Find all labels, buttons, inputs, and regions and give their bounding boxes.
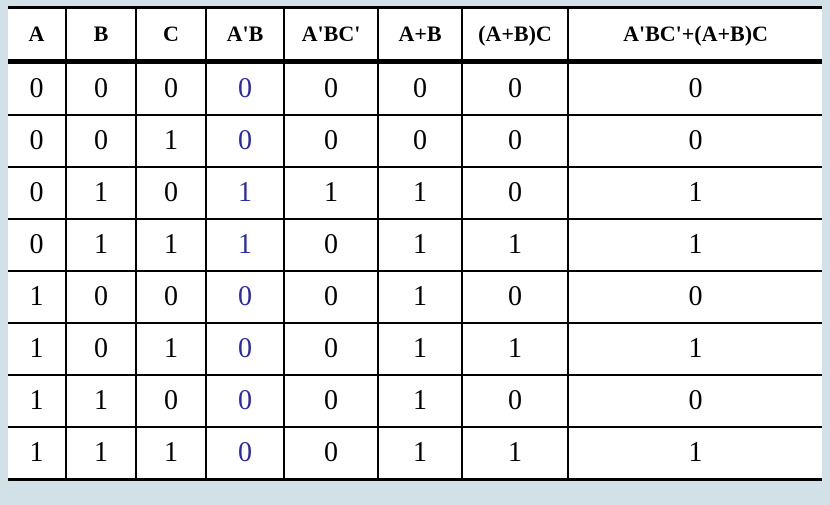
page-wrap: ABCA'BA'BC'A+B(A+B)CA'BC'+(A+B)C 0000000… <box>0 0 830 505</box>
table-cell: 1 <box>8 427 66 480</box>
table-cell: 0 <box>136 62 206 116</box>
table-cell: 0 <box>206 271 284 323</box>
table-cell: 0 <box>66 323 136 375</box>
table-cell: 0 <box>378 62 462 116</box>
table-cell: 1 <box>378 271 462 323</box>
table-cell: 1 <box>378 427 462 480</box>
table-cell: 1 <box>206 219 284 271</box>
table-cell: 0 <box>462 375 568 427</box>
table-cell: 0 <box>462 271 568 323</box>
table-cell: 0 <box>8 219 66 271</box>
table-cell: 1 <box>378 219 462 271</box>
table-cell: 0 <box>462 167 568 219</box>
table-cell: 0 <box>568 271 822 323</box>
table-row: 11000100 <box>8 375 822 427</box>
table-cell: 1 <box>378 323 462 375</box>
table-cell: 0 <box>8 167 66 219</box>
column-header: (A+B)C <box>462 8 568 62</box>
table-row: 01011101 <box>8 167 822 219</box>
table-cell: 1 <box>136 427 206 480</box>
table-cell: 1 <box>568 427 822 480</box>
table-cell: 0 <box>462 115 568 167</box>
table-row: 00000000 <box>8 62 822 116</box>
table-cell: 1 <box>66 427 136 480</box>
table-cell: 0 <box>378 115 462 167</box>
table-cell: 0 <box>66 62 136 116</box>
table-cell: 0 <box>568 375 822 427</box>
column-header: A <box>8 8 66 62</box>
table-cell: 1 <box>462 323 568 375</box>
table-cell: 0 <box>136 375 206 427</box>
table-cell: 1 <box>8 323 66 375</box>
table-cell: 0 <box>284 375 378 427</box>
table-header-row: ABCA'BA'BC'A+B(A+B)CA'BC'+(A+B)C <box>8 8 822 62</box>
table-row: 01110111 <box>8 219 822 271</box>
column-header: A+B <box>378 8 462 62</box>
table-cell: 1 <box>378 375 462 427</box>
table-cell: 0 <box>284 323 378 375</box>
table-row: 10000100 <box>8 271 822 323</box>
table-cell: 0 <box>206 115 284 167</box>
table-cell: 1 <box>284 167 378 219</box>
table-cell: 1 <box>136 219 206 271</box>
table-cell: 0 <box>206 323 284 375</box>
table-cell: 0 <box>462 62 568 116</box>
table-cell: 0 <box>284 219 378 271</box>
table-row: 00100000 <box>8 115 822 167</box>
table-cell: 1 <box>8 271 66 323</box>
table-cell: 1 <box>568 167 822 219</box>
table-cell: 1 <box>136 323 206 375</box>
table-row: 10100111 <box>8 323 822 375</box>
table-cell: 1 <box>66 375 136 427</box>
table-row: 11100111 <box>8 427 822 480</box>
table-cell: 1 <box>378 167 462 219</box>
column-header: C <box>136 8 206 62</box>
table-cell: 1 <box>66 167 136 219</box>
table-cell: 0 <box>568 115 822 167</box>
table-cell: 1 <box>66 219 136 271</box>
table-cell: 0 <box>206 62 284 116</box>
table-cell: 0 <box>284 271 378 323</box>
table-cell: 1 <box>568 219 822 271</box>
table-cell: 0 <box>206 375 284 427</box>
table-cell: 1 <box>568 323 822 375</box>
table-cell: 0 <box>136 271 206 323</box>
table-cell: 0 <box>8 62 66 116</box>
table-cell: 0 <box>284 115 378 167</box>
column-header: A'BC'+(A+B)C <box>568 8 822 62</box>
table-cell: 1 <box>462 427 568 480</box>
column-header: A'BC' <box>284 8 378 62</box>
table-cell: 0 <box>568 62 822 116</box>
table-cell: 0 <box>206 427 284 480</box>
column-header: A'B <box>206 8 284 62</box>
table-cell: 1 <box>462 219 568 271</box>
table-cell: 0 <box>66 115 136 167</box>
table-cell: 1 <box>136 115 206 167</box>
table-cell: 0 <box>66 271 136 323</box>
table-cell: 0 <box>284 427 378 480</box>
table-cell: 0 <box>136 167 206 219</box>
table-cell: 0 <box>8 115 66 167</box>
column-header: B <box>66 8 136 62</box>
table-cell: 1 <box>8 375 66 427</box>
table-cell: 1 <box>206 167 284 219</box>
truth-table: ABCA'BA'BC'A+B(A+B)CA'BC'+(A+B)C 0000000… <box>8 6 822 481</box>
table-cell: 0 <box>284 62 378 116</box>
